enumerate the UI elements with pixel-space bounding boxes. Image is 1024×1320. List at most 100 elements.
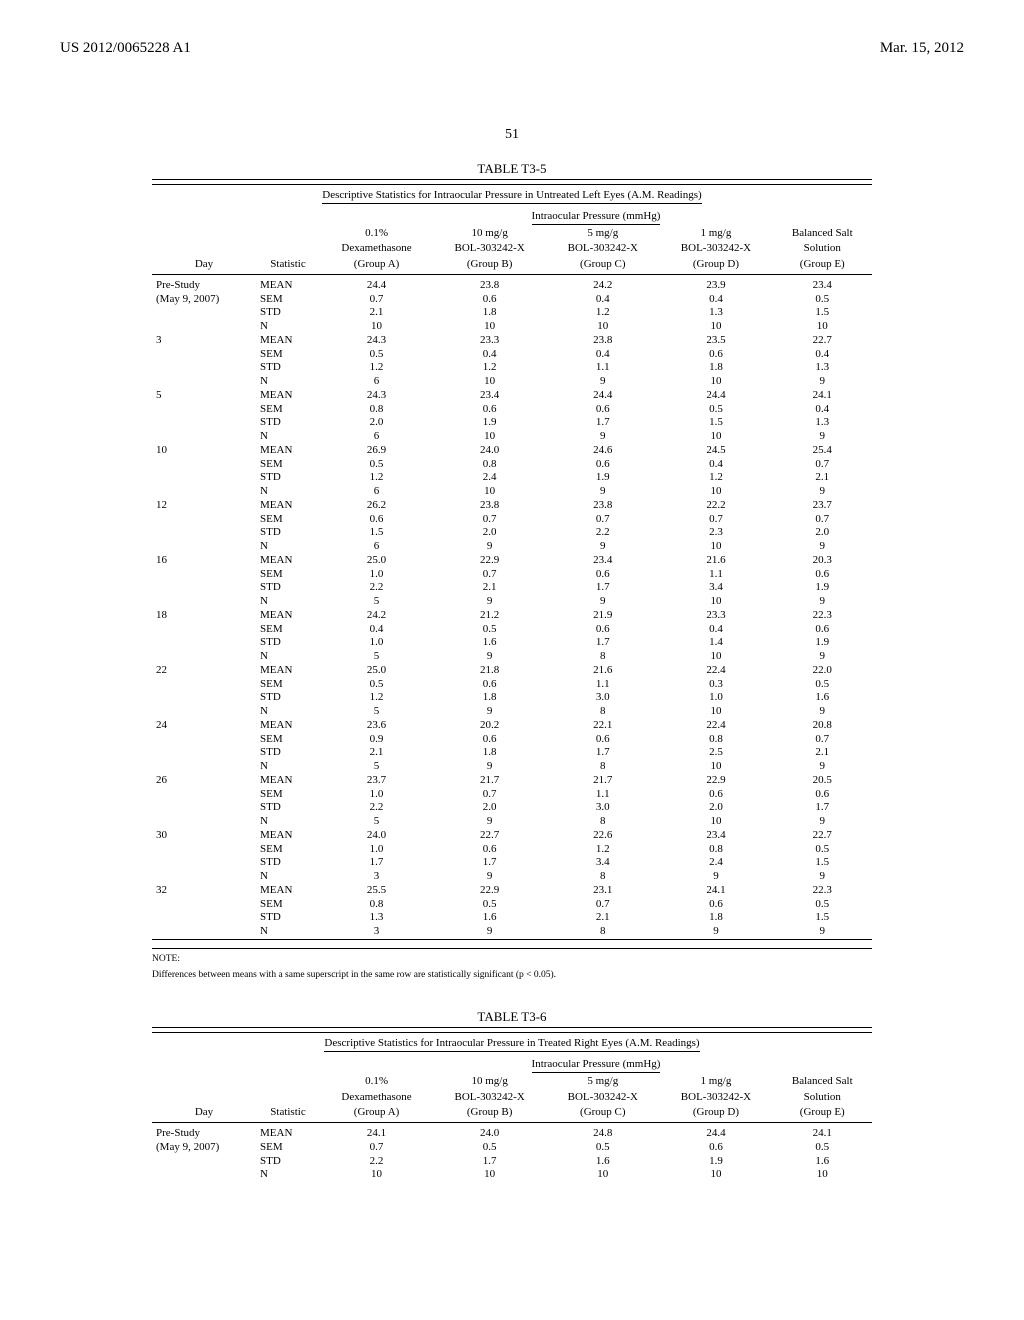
val-a: 0.7 bbox=[320, 293, 433, 307]
day bbox=[152, 513, 256, 527]
val-b: 1.7 bbox=[433, 1155, 546, 1169]
stat: N bbox=[256, 705, 320, 719]
day bbox=[152, 568, 256, 582]
val-d: 10 bbox=[659, 705, 772, 719]
table-row: Pre-StudyMEAN24.423.824.223.923.4 bbox=[152, 279, 872, 293]
val-c: 0.6 bbox=[546, 568, 659, 582]
val-a: 3 bbox=[320, 870, 433, 884]
day bbox=[152, 691, 256, 705]
val-c: 24.4 bbox=[546, 389, 659, 403]
val-c: 10 bbox=[546, 1168, 659, 1182]
day bbox=[152, 306, 256, 320]
val-e: 1.6 bbox=[773, 691, 872, 705]
val-d: 0.6 bbox=[659, 1141, 772, 1155]
val-e: 2.1 bbox=[773, 471, 872, 485]
col-day: Day bbox=[152, 258, 256, 274]
val-e: 0.5 bbox=[773, 1141, 872, 1155]
val-b: 0.6 bbox=[433, 403, 546, 417]
val-d: 10 bbox=[659, 430, 772, 444]
val-a: 2.2 bbox=[320, 801, 433, 815]
val-d: 1.8 bbox=[659, 911, 772, 925]
val-d: 24.4 bbox=[659, 1127, 772, 1141]
val-d: 24.5 bbox=[659, 444, 772, 458]
val-b: 24.0 bbox=[433, 444, 546, 458]
table2-caption: TABLE T3-6 bbox=[60, 1009, 964, 1025]
val-c: 1.1 bbox=[546, 361, 659, 375]
val-e: 1.9 bbox=[773, 636, 872, 650]
val-e: 22.7 bbox=[773, 829, 872, 843]
day bbox=[152, 375, 256, 389]
val-c: 0.4 bbox=[546, 293, 659, 307]
val-a: 0.9 bbox=[320, 733, 433, 747]
col2-b-1: 10 mg/g bbox=[433, 1075, 546, 1091]
day: 30 bbox=[152, 829, 256, 843]
stat: SEM bbox=[256, 678, 320, 692]
val-a: 1.0 bbox=[320, 788, 433, 802]
val-d: 1.8 bbox=[659, 361, 772, 375]
val-d: 1.1 bbox=[659, 568, 772, 582]
val-b: 0.6 bbox=[433, 678, 546, 692]
day bbox=[152, 650, 256, 664]
val-d: 2.0 bbox=[659, 801, 772, 815]
val-a: 5 bbox=[320, 595, 433, 609]
table1-note-text: Differences between means with a same su… bbox=[152, 969, 872, 981]
val-d: 2.3 bbox=[659, 526, 772, 540]
stat: MEAN bbox=[256, 609, 320, 623]
val-c: 3.0 bbox=[546, 691, 659, 705]
day bbox=[152, 636, 256, 650]
col-b-1: 10 mg/g bbox=[433, 227, 546, 243]
stat: SEM bbox=[256, 898, 320, 912]
table-row: SEM0.50.80.60.40.7 bbox=[152, 458, 872, 472]
val-e: 0.7 bbox=[773, 458, 872, 472]
day: (May 9, 2007) bbox=[152, 293, 256, 307]
table-row: N599109 bbox=[152, 595, 872, 609]
day: Pre-Study bbox=[152, 1127, 256, 1141]
day: 12 bbox=[152, 499, 256, 513]
table-row: SEM0.60.70.70.70.7 bbox=[152, 513, 872, 527]
day: 5 bbox=[152, 389, 256, 403]
val-a: 1.2 bbox=[320, 471, 433, 485]
val-a: 24.4 bbox=[320, 279, 433, 293]
val-a: 5 bbox=[320, 815, 433, 829]
val-e: 9 bbox=[773, 485, 872, 499]
stat: STD bbox=[256, 306, 320, 320]
val-d: 23.3 bbox=[659, 609, 772, 623]
val-a: 2.2 bbox=[320, 581, 433, 595]
col-e-3: (Group E) bbox=[773, 258, 872, 274]
val-e: 9 bbox=[773, 650, 872, 664]
val-e: 0.6 bbox=[773, 568, 872, 582]
val-d: 0.6 bbox=[659, 788, 772, 802]
day bbox=[152, 760, 256, 774]
val-e: 9 bbox=[773, 430, 872, 444]
day bbox=[152, 403, 256, 417]
val-b: 0.7 bbox=[433, 568, 546, 582]
val-e: 1.3 bbox=[773, 361, 872, 375]
stat: STD bbox=[256, 471, 320, 485]
table-row: STD1.31.62.11.81.5 bbox=[152, 911, 872, 925]
col-a-2: Dexamethasone bbox=[320, 242, 433, 258]
val-c: 9 bbox=[546, 595, 659, 609]
val-b: 9 bbox=[433, 705, 546, 719]
day bbox=[152, 416, 256, 430]
day bbox=[152, 898, 256, 912]
col2-a-2: Dexamethasone bbox=[320, 1091, 433, 1107]
val-b: 23.4 bbox=[433, 389, 546, 403]
stat: STD bbox=[256, 911, 320, 925]
val-e: 0.4 bbox=[773, 348, 872, 362]
val-e: 1.5 bbox=[773, 306, 872, 320]
day bbox=[152, 348, 256, 362]
val-d: 9 bbox=[659, 925, 772, 939]
table1-note-label: NOTE: bbox=[152, 953, 872, 965]
doc-date: Mar. 15, 2012 bbox=[880, 40, 964, 57]
table-row: 30MEAN24.022.722.623.422.7 bbox=[152, 829, 872, 843]
stat: N bbox=[256, 760, 320, 774]
val-d: 23.4 bbox=[659, 829, 772, 843]
table-row: 26MEAN23.721.721.722.920.5 bbox=[152, 774, 872, 788]
val-b: 1.7 bbox=[433, 856, 546, 870]
val-b: 2.1 bbox=[433, 581, 546, 595]
val-e: 0.6 bbox=[773, 788, 872, 802]
table-row: N598109 bbox=[152, 760, 872, 774]
day: 24 bbox=[152, 719, 256, 733]
table-row: 3MEAN24.323.323.823.522.7 bbox=[152, 334, 872, 348]
table-row: 24MEAN23.620.222.122.420.8 bbox=[152, 719, 872, 733]
